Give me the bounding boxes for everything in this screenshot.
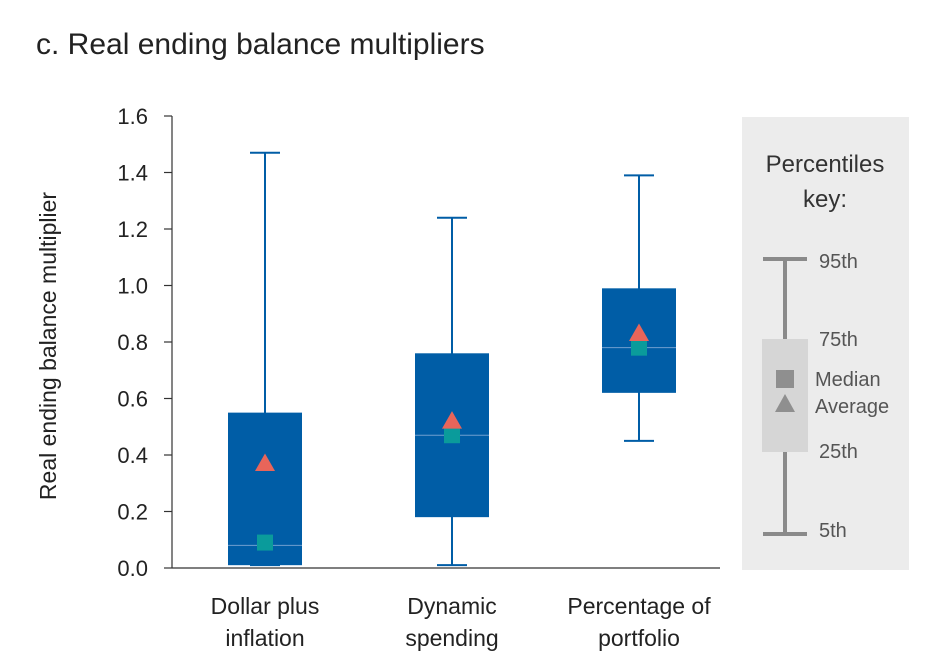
y-tick-label: 0.0 [117, 556, 148, 581]
y-axis-title-group: Real ending balance multiplier [35, 192, 61, 500]
key-label-average: Average [815, 396, 889, 418]
box-group [228, 151, 302, 567]
x-category-label: inflation [225, 625, 304, 651]
average-marker [255, 453, 275, 471]
percentiles-key: Percentiles key: 95th 75th Median Average 25th… [742, 117, 909, 570]
category-labels: Dollar plus inflation Dynamic spending Perce… [211, 593, 712, 651]
key-title: Percentiles [766, 151, 885, 178]
key-label-5th: 5th [819, 520, 847, 542]
average-marker [442, 411, 462, 429]
y-tick-label: 0.6 [117, 387, 148, 412]
x-category-label: portfolio [598, 625, 680, 651]
key-median-marker [776, 370, 794, 388]
median-marker [444, 427, 460, 444]
average-marker [629, 323, 649, 342]
boxes [228, 151, 676, 567]
key-label-95th: 95th [819, 251, 858, 273]
key-title: key: [803, 186, 847, 213]
median-marker [257, 534, 273, 551]
key-label-75th: 75th [819, 329, 858, 351]
y-axis-title: Real ending balance multiplier [35, 192, 61, 500]
y-axis: 0.0 0.2 0.4 0.6 0.8 1.0 1.2 1.4 1.6 [117, 104, 173, 581]
y-tick-label: 0.2 [117, 500, 148, 525]
y-tick-label: 0.4 [117, 443, 148, 468]
y-tick-label: 1.4 [117, 161, 148, 186]
y-tick-label: 0.8 [117, 330, 148, 355]
y-tick-label: 1.6 [117, 104, 148, 129]
y-tick-label: 1.0 [117, 274, 148, 299]
y-tick-label: 1.2 [117, 217, 148, 242]
median-marker [631, 339, 647, 356]
box-group [602, 174, 676, 442]
box-group [415, 216, 489, 567]
chart-title: c. Real ending balance multipliers [36, 28, 485, 61]
x-category-label: spending [405, 625, 498, 651]
key-label-median: Median [815, 369, 881, 391]
x-category-label: Dynamic [407, 593, 496, 619]
key-average-marker [775, 394, 795, 412]
x-category-label: Percentage of [567, 593, 711, 619]
key-label-25th: 25th [819, 441, 858, 463]
x-category-label: Dollar plus [211, 593, 320, 619]
